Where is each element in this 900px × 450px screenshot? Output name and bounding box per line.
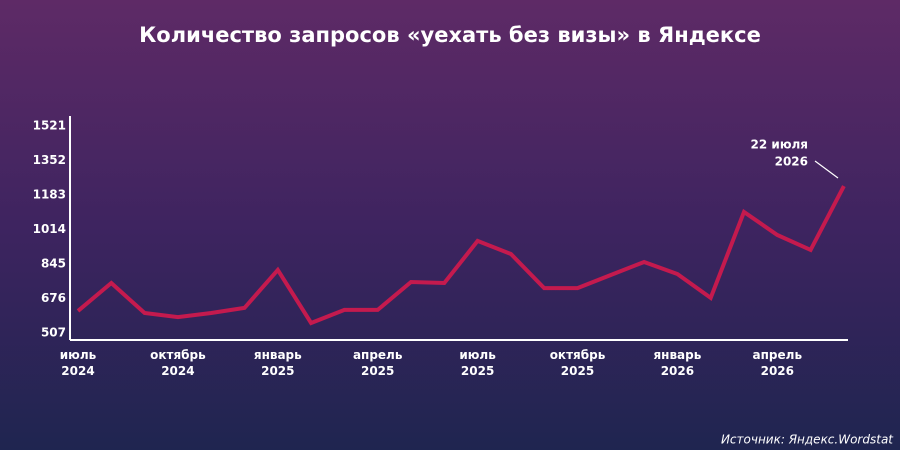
- source: Источник: Яндекс.Wordstat: [721, 433, 894, 447]
- x-tick-label: апрель 2025: [353, 348, 403, 378]
- chart-title: Количество запросов «уехать без визы» в …: [139, 23, 761, 47]
- annotation: 2026: [775, 155, 808, 169]
- x-tick-label: апрель 2026: [753, 348, 803, 378]
- x-tick-label: июль 2025: [459, 348, 496, 378]
- y-tick-label: 676: [41, 291, 66, 305]
- x-tick-label: октябрь 2025: [550, 348, 606, 378]
- x-tick-label: июль 2024: [60, 348, 97, 378]
- annotation-arrow: [814, 160, 839, 179]
- y-tick-label: 1521: [33, 119, 66, 133]
- y-tick-label: 507: [41, 326, 66, 340]
- y-tick-label: 1014: [33, 222, 66, 236]
- annotation: 22 июля: [751, 138, 808, 152]
- x-tick-label: январь 2025: [254, 348, 302, 378]
- x-tick-label: октябрь 2024: [150, 348, 206, 378]
- y-tick-label: 1352: [33, 153, 66, 167]
- y-tick-label: 1183: [33, 188, 66, 202]
- x-tick-label: январь 2026: [653, 348, 701, 378]
- y-tick-label: 845: [41, 257, 66, 271]
- data-line: [76, 185, 846, 326]
